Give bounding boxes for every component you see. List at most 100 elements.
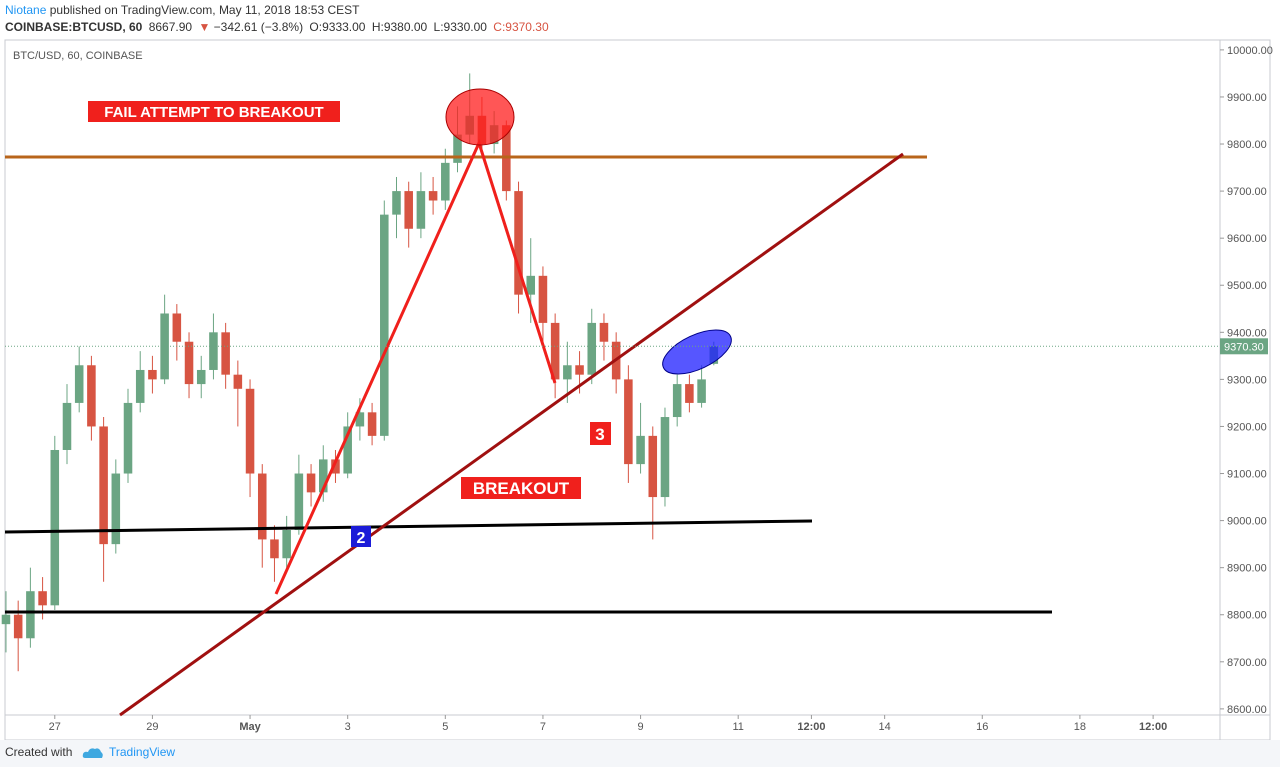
candle-body [184, 341, 194, 385]
candle-body [636, 435, 645, 465]
candles [1, 73, 719, 672]
annotation: 2 [357, 530, 366, 547]
candle-body [648, 435, 658, 498]
x-tick-label: 7 [540, 721, 546, 733]
x-tick-label: 3 [345, 721, 351, 733]
x-tick-label: 11 [732, 721, 743, 733]
y-tick-label: 9900.00 [1227, 92, 1267, 104]
ohlc-close: C:9370.30 [493, 20, 549, 34]
candle-body [111, 473, 121, 545]
candle-body [38, 591, 47, 606]
y-tick-label: 9800.00 [1227, 139, 1267, 151]
symbol: COINBASE:BTCUSD, 60 [5, 20, 143, 34]
y-tick-label: 9200.00 [1227, 421, 1267, 433]
chart-title: BTC/USD, 60, COINBASE [13, 50, 143, 62]
footer: Created with TradingView [0, 740, 1280, 767]
x-tick-label: 9 [638, 721, 644, 733]
support-line [4, 519, 813, 534]
header-line-1: Niotane published on TradingView.com, Ma… [5, 3, 362, 17]
candle-body [587, 322, 597, 375]
candle-body [50, 449, 60, 606]
candle-body [624, 379, 633, 465]
x-tick-label: May [239, 721, 261, 733]
candle-body [685, 384, 694, 403]
candle-body [343, 426, 352, 474]
chart: FAIL ATTEMPT TO BREAKOUT BREAKOUT 2 3 BT… [1, 39, 1273, 740]
last-price-label: 9370.30 [1224, 341, 1264, 353]
chart-frame [4, 39, 1271, 740]
annotation-box [461, 477, 581, 499]
y-tick-label: 9000.00 [1227, 516, 1267, 528]
author[interactable]: Niotane [5, 3, 47, 17]
candle-body [270, 539, 279, 559]
candle-body [428, 191, 438, 201]
ohlc-high: H:9380.00 [371, 20, 428, 34]
candle-body [196, 369, 206, 385]
y-tick-label: 9600.00 [1227, 233, 1267, 245]
candle-body [306, 473, 316, 493]
y-tick-label: 9400.00 [1227, 327, 1267, 339]
candle-body [538, 275, 548, 323]
candle-body [148, 369, 157, 380]
y-tick-label: 10000.00 [1227, 45, 1273, 57]
brand-logo [82, 748, 103, 758]
annotation-box [88, 101, 340, 122]
candle-body [99, 426, 108, 545]
candle-body [404, 191, 413, 229]
ohlc-low: L:9330.00 [433, 20, 487, 34]
candle-body [221, 332, 230, 375]
candle-body [514, 191, 523, 295]
candle-body [575, 365, 584, 375]
candle-body [563, 365, 572, 380]
brand[interactable]: TradingView [109, 745, 176, 759]
change-arrow: ▼ [198, 20, 211, 34]
y-tick-label: 9300.00 [1227, 374, 1267, 386]
candle-body [599, 322, 609, 342]
highlight-ellipse [662, 329, 732, 375]
candle-body [660, 417, 670, 498]
change: −342.61 (−3.8%) [213, 20, 304, 34]
y-tick-label: 8600.00 [1227, 704, 1267, 716]
x-tick-label: 12:00 [1139, 721, 1167, 733]
candle-body [550, 322, 560, 380]
ohlc-open: O:9333.00 [309, 20, 366, 34]
candle-body [282, 530, 291, 559]
x-tick-label: 29 [146, 721, 158, 733]
candle-body [245, 388, 255, 474]
candle-body [209, 332, 218, 370]
trend-line [119, 152, 904, 717]
x-tick-label: 16 [976, 721, 988, 733]
candle-body [526, 275, 536, 295]
x-tick-label: 14 [879, 721, 891, 733]
candle-body [294, 473, 304, 531]
candle-body [87, 365, 96, 427]
y-tick-label: 8900.00 [1227, 563, 1267, 575]
candle-body [697, 379, 706, 403]
candle-body [453, 134, 462, 163]
last-value: 8667.90 [148, 20, 193, 34]
y-tick-label: 9500.00 [1227, 280, 1267, 292]
candle-body [441, 162, 450, 201]
annotation-box [351, 526, 371, 547]
x-tick-label: 5 [442, 721, 448, 733]
candle-body [319, 459, 328, 493]
y-tick-label: 8700.00 [1227, 657, 1267, 669]
x-tick-label: 27 [49, 721, 61, 733]
candle-body [367, 412, 377, 436]
annotation: 3 [595, 425, 604, 444]
x-tick-label: 18 [1074, 721, 1086, 733]
candle-body [233, 374, 243, 389]
candle-body [62, 402, 72, 450]
candle-body [257, 473, 267, 540]
candle-body [672, 384, 682, 418]
candle-body [123, 402, 133, 474]
annotation: BREAKOUT [473, 479, 570, 498]
annotation: FAIL ATTEMPT TO BREAKOUT [104, 104, 323, 121]
y-tick-label: 9100.00 [1227, 469, 1267, 481]
candle-body [355, 412, 365, 427]
candle-body [392, 191, 401, 215]
created-with: Created with [5, 745, 73, 759]
published-info: published on TradingView.com, May 11, 20… [49, 3, 360, 17]
annotation-box [590, 422, 611, 445]
candle-body [416, 191, 426, 229]
